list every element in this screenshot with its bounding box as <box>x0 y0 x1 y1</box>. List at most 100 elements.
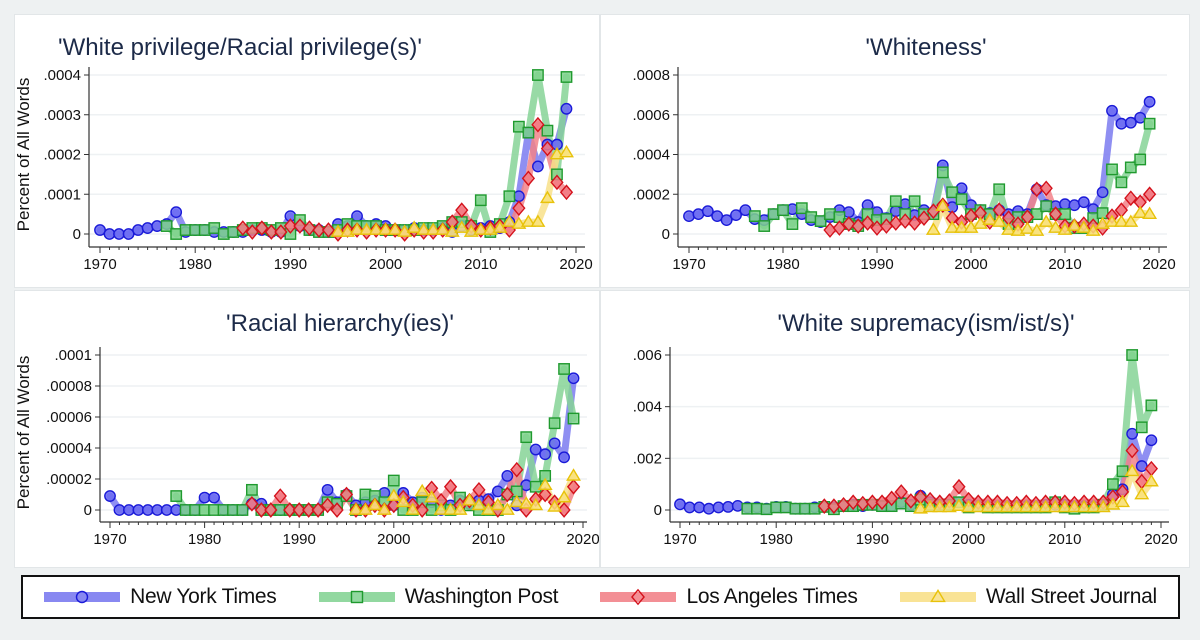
data-point-wp <box>160 220 173 232</box>
data-point-lat <box>566 478 581 495</box>
x-tick-label: 1990 <box>856 531 889 548</box>
data-point-wsj <box>520 214 536 227</box>
data-point-lat <box>302 220 317 236</box>
legend-swatch <box>600 592 677 602</box>
data-point-wsj <box>406 220 422 233</box>
data-point-nyt <box>674 498 686 511</box>
data-point-lat <box>245 495 259 512</box>
data-point-wp <box>567 412 580 425</box>
series-markers-wsj <box>925 198 1158 236</box>
data-point-nyt <box>321 483 334 496</box>
y-tick-label: .006 <box>633 347 662 364</box>
data-point-wp <box>1107 478 1119 491</box>
data-point-wsj <box>991 214 1007 227</box>
data-point-wsj <box>395 494 411 508</box>
data-point-lat <box>302 502 316 518</box>
data-point-wsj <box>414 483 430 497</box>
data-point-wsj <box>425 222 441 235</box>
x-tick-label: 1970 <box>663 531 696 548</box>
data-point-nyt <box>560 102 573 115</box>
data-point-lat <box>293 218 307 234</box>
x-tick-label: 1980 <box>179 256 212 273</box>
data-point-nyt <box>731 499 744 512</box>
data-point-wp <box>786 218 799 230</box>
data-point-wsj <box>1104 214 1120 227</box>
data-point-nyt <box>548 437 561 450</box>
x-tick-label: 1970 <box>93 531 126 548</box>
data-point-wsj <box>559 144 574 158</box>
data-point-wp <box>208 222 221 234</box>
data-point-lat <box>283 502 297 518</box>
data-point-wp <box>522 126 535 139</box>
data-point-wsj <box>1048 220 1064 233</box>
data-point-wp <box>387 474 400 487</box>
y-tick-label: 0 <box>73 226 81 243</box>
data-point-wp <box>889 195 902 208</box>
data-point-wsj <box>566 468 582 481</box>
y-tick-label: 0 <box>654 502 662 519</box>
data-point-wp <box>541 124 554 137</box>
data-point-wsj <box>1124 463 1140 477</box>
data-point-wsj <box>951 498 967 511</box>
data-point-lat <box>245 224 259 240</box>
data-point-wsj <box>1113 214 1129 227</box>
data-point-wsj <box>970 499 986 513</box>
data-point-lat <box>898 213 912 229</box>
data-point-wp <box>512 120 525 133</box>
data-point-lat <box>292 502 306 518</box>
legend-swatch <box>318 592 395 602</box>
data-point-lat <box>312 222 326 238</box>
legend-item-wp: Washington Post <box>318 585 559 609</box>
data-point-wp <box>946 186 959 199</box>
data-point-wsj <box>528 497 544 511</box>
data-point-lat <box>846 494 860 511</box>
data-point-wsj <box>1076 220 1092 233</box>
data-point-wp <box>770 501 783 514</box>
data-point-wp <box>1134 153 1147 166</box>
data-point-wp <box>170 490 183 502</box>
data-point-wp <box>1143 117 1156 130</box>
data-point-wp <box>1135 421 1148 434</box>
data-point-wp <box>1124 161 1137 174</box>
data-point-nyt <box>712 501 725 514</box>
data-point-lat <box>1124 190 1138 207</box>
data-point-wsj <box>1038 214 1054 227</box>
chart-svg: 'Racial hierarchy(ies)' Percent of All Wo… <box>15 310 599 548</box>
data-point-wsj <box>499 502 515 515</box>
data-point-wsj <box>1066 499 1082 513</box>
x-tick-label: 1980 <box>760 531 793 548</box>
legend-marker-nyt <box>75 590 89 604</box>
data-point-lat <box>321 222 336 238</box>
data-point-lat <box>273 488 287 504</box>
data-point-wp <box>532 69 544 81</box>
series-markers-nyt <box>683 95 1156 228</box>
data-point-lat <box>885 490 899 507</box>
data-point-lat <box>917 210 931 226</box>
data-point-wp <box>789 502 802 515</box>
data-point-wsj <box>1076 499 1092 513</box>
data-point-wp <box>548 417 561 430</box>
data-point-nyt <box>739 204 752 217</box>
x-tick-label: 2020 <box>559 256 592 273</box>
data-point-wsj <box>982 212 998 225</box>
data-point-wp <box>799 502 811 515</box>
data-point-wp <box>760 503 773 516</box>
data-point-wsj <box>556 489 572 503</box>
data-point-nyt <box>1096 186 1109 199</box>
data-point-wp <box>748 210 761 223</box>
legend-marker-wsj <box>930 589 946 603</box>
data-point-wsj <box>348 502 364 515</box>
data-point-lat <box>455 202 469 218</box>
data-point-lat <box>1125 442 1139 459</box>
data-point-lat <box>472 482 486 498</box>
data-point-wsj <box>547 499 563 512</box>
x-tick-label: 2010 <box>1048 531 1081 548</box>
data-point-wp <box>529 480 542 493</box>
data-point-wp <box>955 193 968 206</box>
data-point-nyt <box>567 372 580 385</box>
data-point-wsj <box>359 222 375 235</box>
data-point-nyt <box>141 222 154 234</box>
data-point-lat <box>512 200 526 217</box>
data-point-lat <box>339 486 354 503</box>
legend: New York Times Washington Post Los Angel… <box>21 575 1180 619</box>
